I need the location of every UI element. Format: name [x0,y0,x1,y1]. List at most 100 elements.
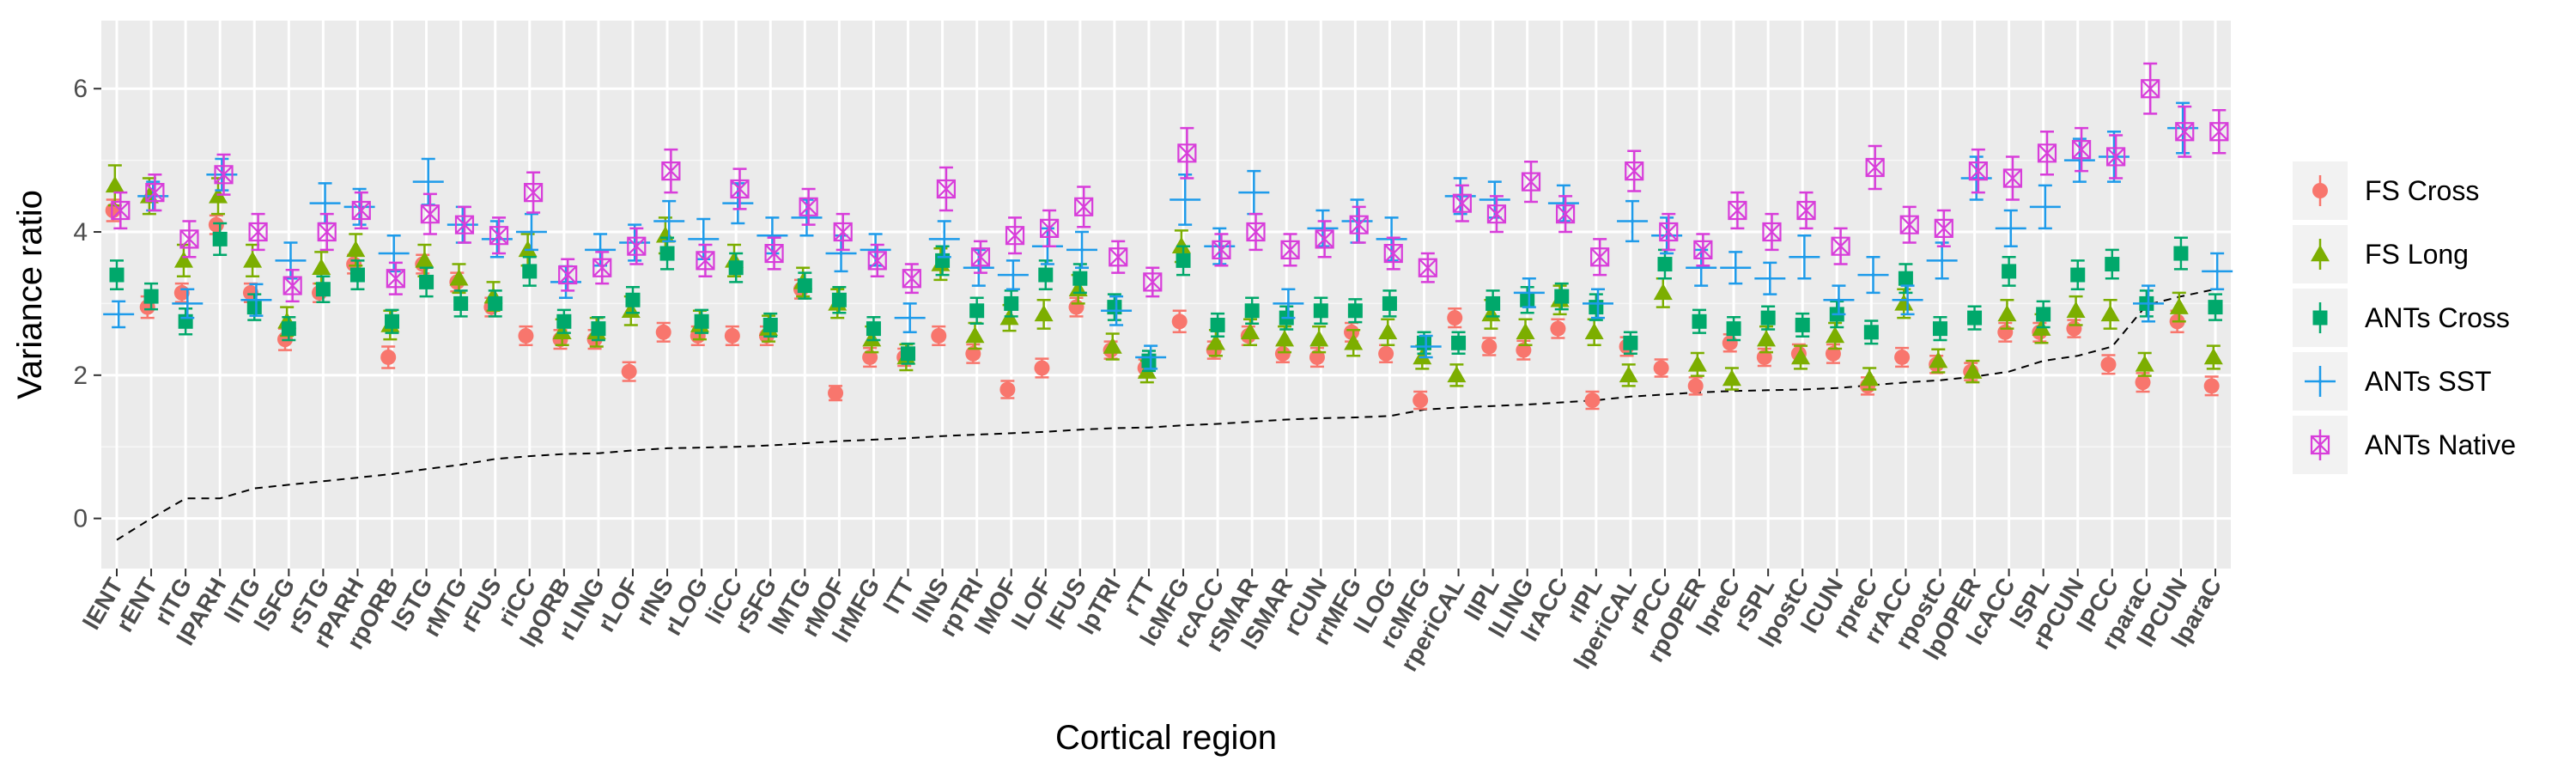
data-point [621,363,637,380]
data-point [963,265,994,270]
data-point [2063,158,2095,162]
data-point [1720,265,1752,270]
legend-label: FS Long [2365,239,2469,270]
series-ants-native [111,62,2229,303]
data-point [1107,300,1122,315]
data-point [1550,320,1566,337]
data-point [515,230,547,234]
data-point [1760,310,1776,326]
data-point [2135,355,2154,372]
data-point [902,269,921,289]
data-point [1479,198,1510,202]
data-point [1863,325,1879,340]
data-point [1273,301,1304,306]
data-point [901,346,916,362]
data-point [1238,191,1270,195]
data-point [831,292,847,307]
data-point [378,252,410,256]
series-layer [103,62,2233,411]
data-point [1582,301,1613,306]
data-point [309,201,341,205]
data-point [2208,300,2223,315]
data-point [935,253,951,268]
legend-key-marker [2312,310,2328,326]
data-point [2209,122,2229,142]
data-point [143,289,159,304]
data-point [2135,374,2151,391]
data-point [2100,356,2117,373]
data-point [1135,355,1167,359]
data-point [1590,247,1610,267]
data-point [2066,320,2082,337]
data-point [2106,147,2126,167]
data-point [178,313,193,329]
data-point [1929,351,1948,368]
series-ants-sst [103,101,2233,370]
data-point [1315,229,1334,249]
data-point [489,226,509,246]
data-point [246,300,262,315]
data-point [2169,297,2189,314]
data-point [1034,304,1054,322]
data-point [380,349,397,365]
data-point [1657,257,1673,272]
data-point [1693,240,1713,259]
data-point [799,197,818,216]
data-point [1898,271,1913,286]
data-point [694,313,709,329]
data-point [315,282,331,297]
data-point [1481,338,1498,355]
data-point [1447,310,1463,326]
data-point [1659,222,1679,242]
data-point [2141,79,2160,99]
data-point [764,243,784,264]
data-point [415,251,434,268]
data-point [970,247,991,267]
data-point [243,251,263,268]
x-axis: lENTrENTrITGlPARHlITGlSFGrSTGrPARHrpORBl… [77,569,2227,676]
data-point [454,215,475,234]
data-point [1584,322,1604,340]
data-point [2175,122,2195,142]
data-point [1171,313,1188,330]
y-tick-label: 2 [73,362,88,390]
data-point [1619,365,1638,383]
data-point [997,273,1029,277]
data-point [928,237,960,241]
data-point [1072,271,1088,286]
data-point [1932,321,1947,337]
data-point [2029,204,2061,209]
data-point [1170,198,1201,202]
data-point [1857,273,1889,277]
data-point [420,204,440,224]
data-point [797,278,812,294]
data-point [385,313,400,329]
data-point [1795,317,1810,332]
data-point [1344,324,1360,340]
plot-panel [101,21,2231,569]
data-point [105,175,125,193]
data-point [1246,222,1266,242]
data-point [696,251,715,271]
data-point [1349,215,1369,234]
legend-label: FS Cross [2365,175,2479,206]
data-point [1383,243,1403,264]
data-point [969,303,985,319]
data-point [283,276,302,295]
data-point [2002,168,2023,188]
y-tick-label: 6 [73,75,88,103]
data-point [1997,324,2014,340]
data-point [552,322,572,340]
data-point [1722,335,1738,351]
legend-label: ANTs SST [2365,366,2492,397]
x-axis-title: Cortical region [1055,719,1277,757]
data-point [2100,304,2120,322]
data-point [1410,344,1442,349]
data-point [214,165,234,185]
data-point [208,216,224,233]
data-point [1623,335,1638,350]
legend-key-marker [2312,183,2328,198]
data-point [317,222,337,242]
data-point [518,327,534,344]
data-point [1687,355,1707,372]
